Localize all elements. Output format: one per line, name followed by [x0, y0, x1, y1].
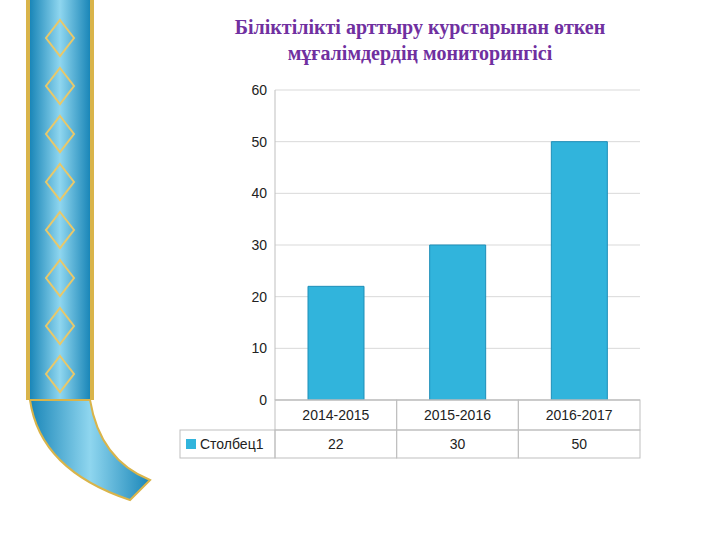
svg-text:2015-2016: 2015-2016 [424, 407, 491, 423]
html-text:Біліктілікті арттыру курстарын: Біліктілікті арттыру курстарынан өткен [234, 16, 606, 38]
svg-text:30: 30 [251, 237, 267, 253]
svg-text:50: 50 [251, 134, 267, 150]
html-text:мұғалімдердің мониторингісі: мұғалімдердің мониторингісі [287, 42, 553, 64]
svg-text:60: 60 [251, 82, 267, 98]
svg-text:20: 20 [251, 289, 267, 305]
svg-text:0: 0 [259, 392, 267, 408]
svg-text:Столбец1: Столбец1 [200, 436, 264, 452]
svg-text:10: 10 [251, 340, 267, 356]
svg-text:50: 50 [571, 436, 587, 452]
svg-text:2014-2015: 2014-2015 [302, 407, 369, 423]
svg-text:30: 30 [450, 436, 466, 452]
svg-text:22: 22 [328, 436, 344, 452]
svg-text:40: 40 [251, 185, 267, 201]
svg-text:2016-2017: 2016-2017 [546, 407, 613, 423]
